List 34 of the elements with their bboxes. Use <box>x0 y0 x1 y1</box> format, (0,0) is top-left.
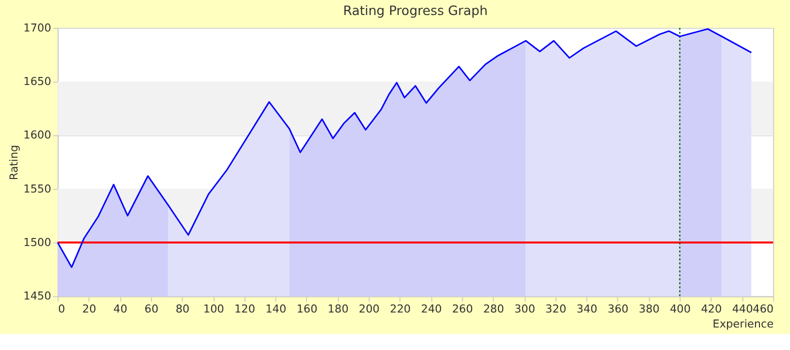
x-tick-label: 140 <box>265 302 286 316</box>
x-tick-label: 440 <box>732 302 753 316</box>
x-tick-label: 80 <box>176 302 190 316</box>
x-tick-label: 200 <box>358 302 380 316</box>
x-tick-label: 180 <box>328 302 349 316</box>
y-tick-label: 1700 <box>23 21 52 34</box>
x-tick-label: 400 <box>670 302 691 316</box>
x-tick-label: 320 <box>545 302 566 316</box>
y-axis-title: Rating <box>7 144 20 180</box>
x-tick-label: 340 <box>576 302 598 316</box>
y-tick-label: 1650 <box>23 75 52 88</box>
x-tick-label: 20 <box>82 302 96 316</box>
x-tick-label: 260 <box>452 302 473 316</box>
x-tick-label: 300 <box>514 302 536 316</box>
y-tick-label: 1450 <box>23 290 52 303</box>
x-tick-label: 420 <box>700 302 722 316</box>
x-tick-label: 220 <box>390 302 411 316</box>
line-series <box>56 28 752 268</box>
x-tick-label: 0 <box>58 302 66 316</box>
y-tick-label: 1500 <box>23 236 52 249</box>
x-tick-label: 460 <box>752 302 774 316</box>
x-tick-label: 360 <box>608 302 629 316</box>
chart-title: Rating Progress Graph <box>343 4 488 19</box>
x-axis-title: Experience <box>712 317 774 330</box>
y-tick-label: 1600 <box>23 128 52 142</box>
x-tick-label: 120 <box>234 302 256 316</box>
x-tick-label: 160 <box>296 302 318 316</box>
x-tick-label: 40 <box>113 302 128 316</box>
x-tick-label: 380 <box>638 302 660 316</box>
x-tick-label: 60 <box>144 302 158 316</box>
x-tick-label: 240 <box>420 302 442 316</box>
y-tick-label: 1550 <box>23 182 52 196</box>
x-tick-label: 100 <box>203 302 224 316</box>
x-tick-label: 280 <box>483 302 504 316</box>
